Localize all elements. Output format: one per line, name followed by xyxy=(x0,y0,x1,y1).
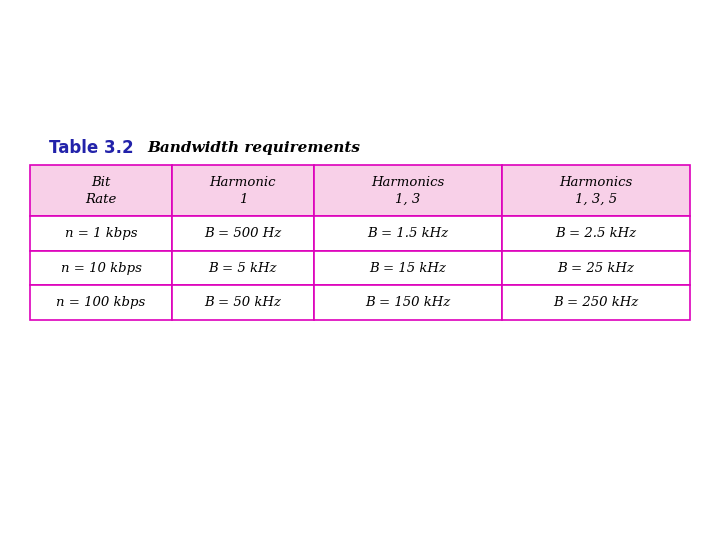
Text: Harmonics
1, 3: Harmonics 1, 3 xyxy=(372,176,444,206)
Bar xyxy=(172,285,314,320)
Bar xyxy=(314,251,502,285)
Bar xyxy=(502,216,690,251)
Bar xyxy=(314,216,502,251)
Bar xyxy=(502,165,690,216)
Bar xyxy=(172,251,314,285)
Bar xyxy=(172,216,314,251)
Bar xyxy=(30,216,172,251)
Text: n = 10 kbps: n = 10 kbps xyxy=(60,261,141,274)
Bar xyxy=(502,251,690,285)
Bar xyxy=(30,285,172,320)
Text: n = 100 kbps: n = 100 kbps xyxy=(56,296,145,309)
Text: B = 15 kHz: B = 15 kHz xyxy=(369,261,446,274)
Text: Bandwidth requirements: Bandwidth requirements xyxy=(147,141,360,155)
Text: Table 3.2: Table 3.2 xyxy=(49,139,134,157)
Bar xyxy=(314,165,502,216)
Text: B = 50 kHz: B = 50 kHz xyxy=(204,296,282,309)
Bar xyxy=(314,285,502,320)
Text: B = 5 kHz: B = 5 kHz xyxy=(209,261,277,274)
Text: B = 250 kHz: B = 250 kHz xyxy=(554,296,639,309)
Bar xyxy=(172,165,314,216)
Bar xyxy=(30,165,172,216)
Text: B = 2.5 kHz: B = 2.5 kHz xyxy=(555,227,636,240)
Bar xyxy=(30,251,172,285)
Text: B = 1.5 kHz: B = 1.5 kHz xyxy=(367,227,449,240)
Text: B = 25 kHz: B = 25 kHz xyxy=(557,261,634,274)
Text: n = 1 kbps: n = 1 kbps xyxy=(65,227,138,240)
Text: B = 150 kHz: B = 150 kHz xyxy=(365,296,451,309)
Text: Harmonics
1, 3, 5: Harmonics 1, 3, 5 xyxy=(559,176,633,206)
Text: Bit
Rate: Bit Rate xyxy=(85,176,117,206)
Bar xyxy=(502,285,690,320)
Text: B = 500 Hz: B = 500 Hz xyxy=(204,227,282,240)
Text: Harmonic
1: Harmonic 1 xyxy=(210,176,276,206)
